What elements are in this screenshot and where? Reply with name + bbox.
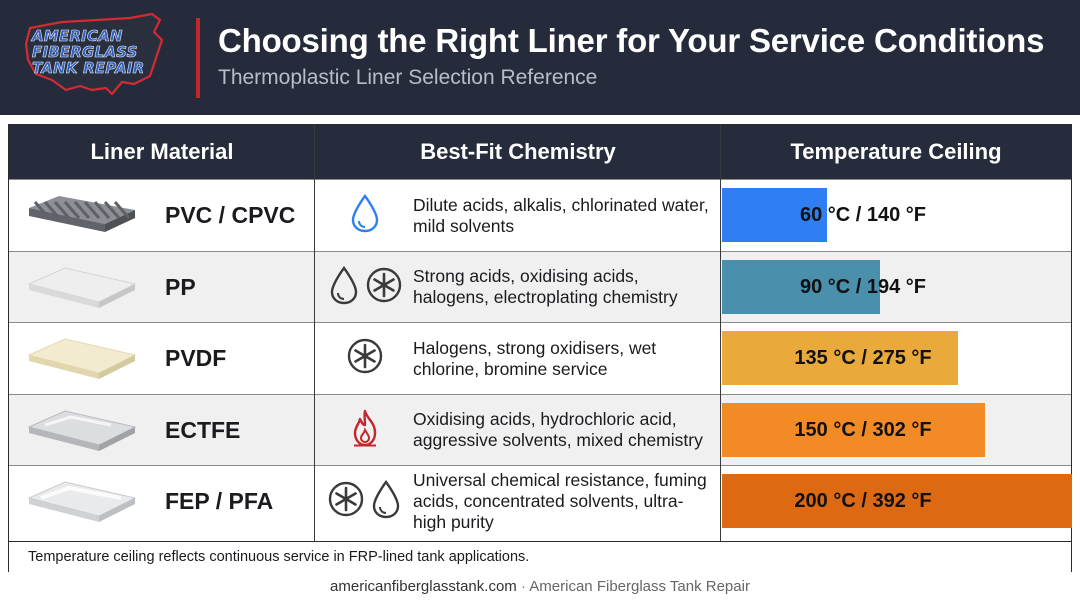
flame-icon <box>348 408 382 453</box>
temperature-label: 150 °C / 302 °F <box>794 418 932 441</box>
source-credit: americanfiberglasstank.com · American Fi… <box>0 578 1080 595</box>
chemistry-description: Dilute acids, alkalis, chlorinated water… <box>413 194 709 236</box>
asterisk-circle-icon <box>327 480 365 523</box>
temperature-bar <box>722 259 880 314</box>
water-drop-icon <box>327 265 361 310</box>
material-name: PVDF <box>165 345 227 371</box>
chemistry-icons <box>323 395 407 466</box>
column-header-chemistry: Best-Fit Chemistry <box>420 139 616 164</box>
temperature-label: 60 °C / 140 °F <box>799 204 927 226</box>
logo-line-3: TANK REPAIR <box>32 59 145 77</box>
temperature-bar <box>722 474 1072 528</box>
temperature-label: 90 °C / 194 °F <box>799 275 927 298</box>
asterisk-circle-icon <box>365 266 403 309</box>
table-header: Liner Material Best-Fit Chemistry Temper… <box>9 125 1071 179</box>
liner-selection-table: Liner Material Best-Fit Chemistry Temper… <box>8 124 1072 572</box>
temperature-bar <box>722 402 985 457</box>
source-org: American Fiberglass Tank Repair <box>529 578 750 595</box>
material-name: FEP / PFA <box>165 488 274 514</box>
chemistry-icons <box>323 323 407 394</box>
chemistry-description: Halogens, strong oxidisers, wet chlorine… <box>413 337 657 379</box>
logo-line-1: AMERICAN <box>32 27 123 45</box>
usa-map-outline-icon <box>24 12 164 96</box>
water-drop-icon <box>348 193 382 238</box>
column-header-temperature: Temperature Ceiling <box>790 139 1002 164</box>
source-separator: · <box>520 578 526 595</box>
page-subtitle: Thermoplastic Liner Selection Reference <box>218 66 598 89</box>
material-swatch <box>25 331 137 385</box>
header-banner: AMERICAN FIBERGLASS TANK REPAIR Choosing… <box>0 0 1080 115</box>
material-swatch <box>25 474 137 528</box>
temperature-bar <box>722 188 827 242</box>
table-footnote: Temperature ceiling reflects continuous … <box>9 541 1071 572</box>
table-row: PVC / CPVC Dilute acids, alkalis, chlorin… <box>9 179 1071 250</box>
table-row: PVDF Halogens, strong oxidisers, wet chlo… <box>9 322 1071 393</box>
table-row: ECTFE Oxidising acids, hydrochloric acid,… <box>9 393 1071 466</box>
material-swatch <box>25 260 137 314</box>
chemistry-description: Universal chemical resistance, fuming ac… <box>413 470 707 532</box>
chemistry-description: Oxidising acids, hydrochloric acid, aggr… <box>413 409 703 450</box>
page-title: Choosing the Right Liner for Your Servic… <box>218 22 1045 59</box>
temperature-label: 200 °C / 392 °F <box>794 490 932 512</box>
header-divider <box>196 18 200 98</box>
material-swatch <box>25 188 137 242</box>
logo-line-2: FIBERGLASS <box>32 43 138 61</box>
water-drop-icon <box>369 479 403 524</box>
material-swatch <box>25 403 137 457</box>
chemistry-icons <box>323 466 407 537</box>
table-row: FEP / PFA Universal chemical resistance, … <box>9 465 1072 541</box>
chemistry-icons <box>323 252 407 323</box>
column-divider <box>314 125 315 541</box>
company-logo: AMERICAN FIBERGLASS TANK REPAIR <box>22 10 172 105</box>
temperature-bar <box>722 331 958 385</box>
column-header-material: Liner Material <box>90 139 234 164</box>
material-name: PVC / CPVC <box>165 202 296 228</box>
material-name: PP <box>165 273 196 300</box>
source-url: americanfiberglasstank.com <box>330 578 517 595</box>
column-divider <box>720 125 721 541</box>
asterisk-circle-icon <box>346 337 384 380</box>
chemistry-description: Strong acids, oxidising acids, halogens,… <box>413 266 678 307</box>
material-name: ECTFE <box>165 416 241 443</box>
temperature-label: 135 °C / 275 °F <box>794 347 932 369</box>
table-row: PP Strong acids, oxidising acids, halogen… <box>9 250 1071 323</box>
chemistry-icons <box>323 180 407 251</box>
